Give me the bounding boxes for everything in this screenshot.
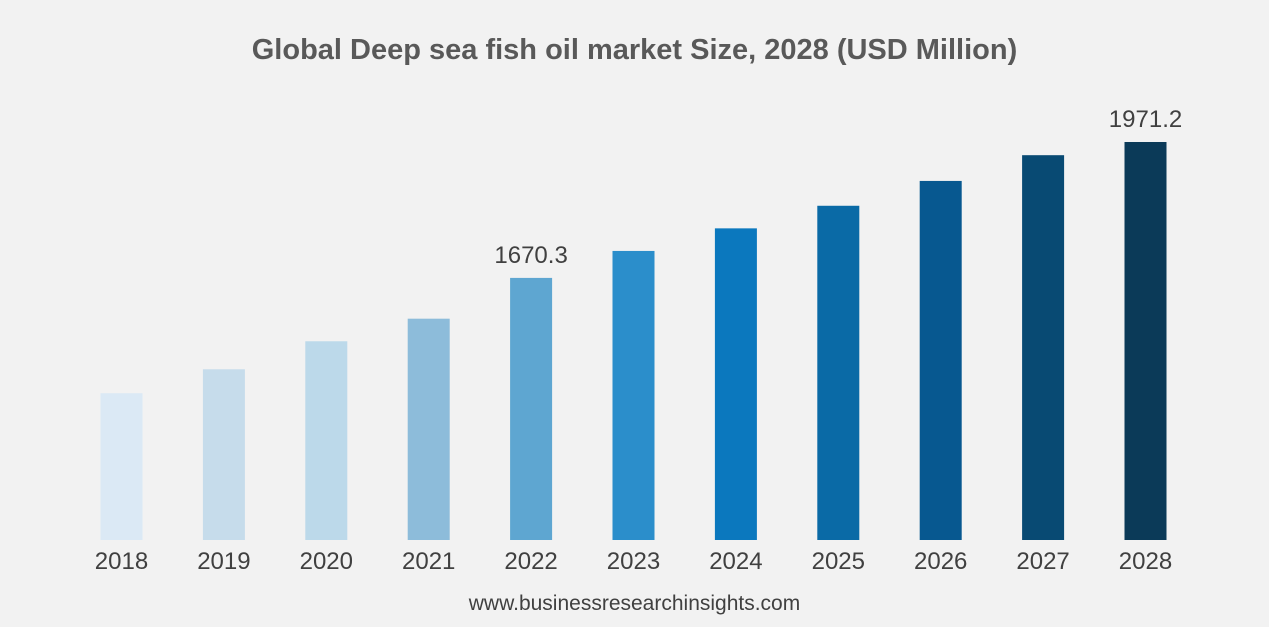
bar-2023 (612, 250, 655, 540)
data-label: 1971.2 (1109, 106, 1182, 133)
bar-2022 (510, 277, 553, 540)
chart-title: Global Deep sea fish oil market Size, 20… (251, 34, 1018, 66)
bar-2018 (100, 393, 143, 540)
bar-2026 (919, 180, 962, 541)
x-tick-label: 2022 (504, 548, 557, 575)
x-tick-label: 2024 (709, 548, 762, 575)
x-tick-label: 2025 (812, 548, 865, 575)
bar-2019 (202, 369, 245, 540)
x-tick-label: 2018 (95, 548, 148, 575)
bar-2020 (305, 341, 348, 540)
x-tick-label: 2026 (914, 548, 967, 575)
source-url: www.businessresearchinsights.com (468, 592, 801, 615)
bar-2024 (714, 228, 757, 540)
x-tick-label: 2021 (402, 548, 455, 575)
bar-2025 (817, 205, 860, 541)
x-tick-label: 2028 (1119, 548, 1172, 575)
data-label: 1670.3 (494, 242, 567, 269)
x-tick-label: 2027 (1016, 548, 1069, 575)
bar-2027 (1022, 155, 1065, 540)
bar-2028 (1124, 142, 1167, 540)
bar-2021 (407, 318, 450, 540)
x-tick-label: 2023 (607, 548, 660, 575)
x-tick-label: 2019 (197, 548, 250, 575)
x-tick-label: 2020 (300, 548, 353, 575)
